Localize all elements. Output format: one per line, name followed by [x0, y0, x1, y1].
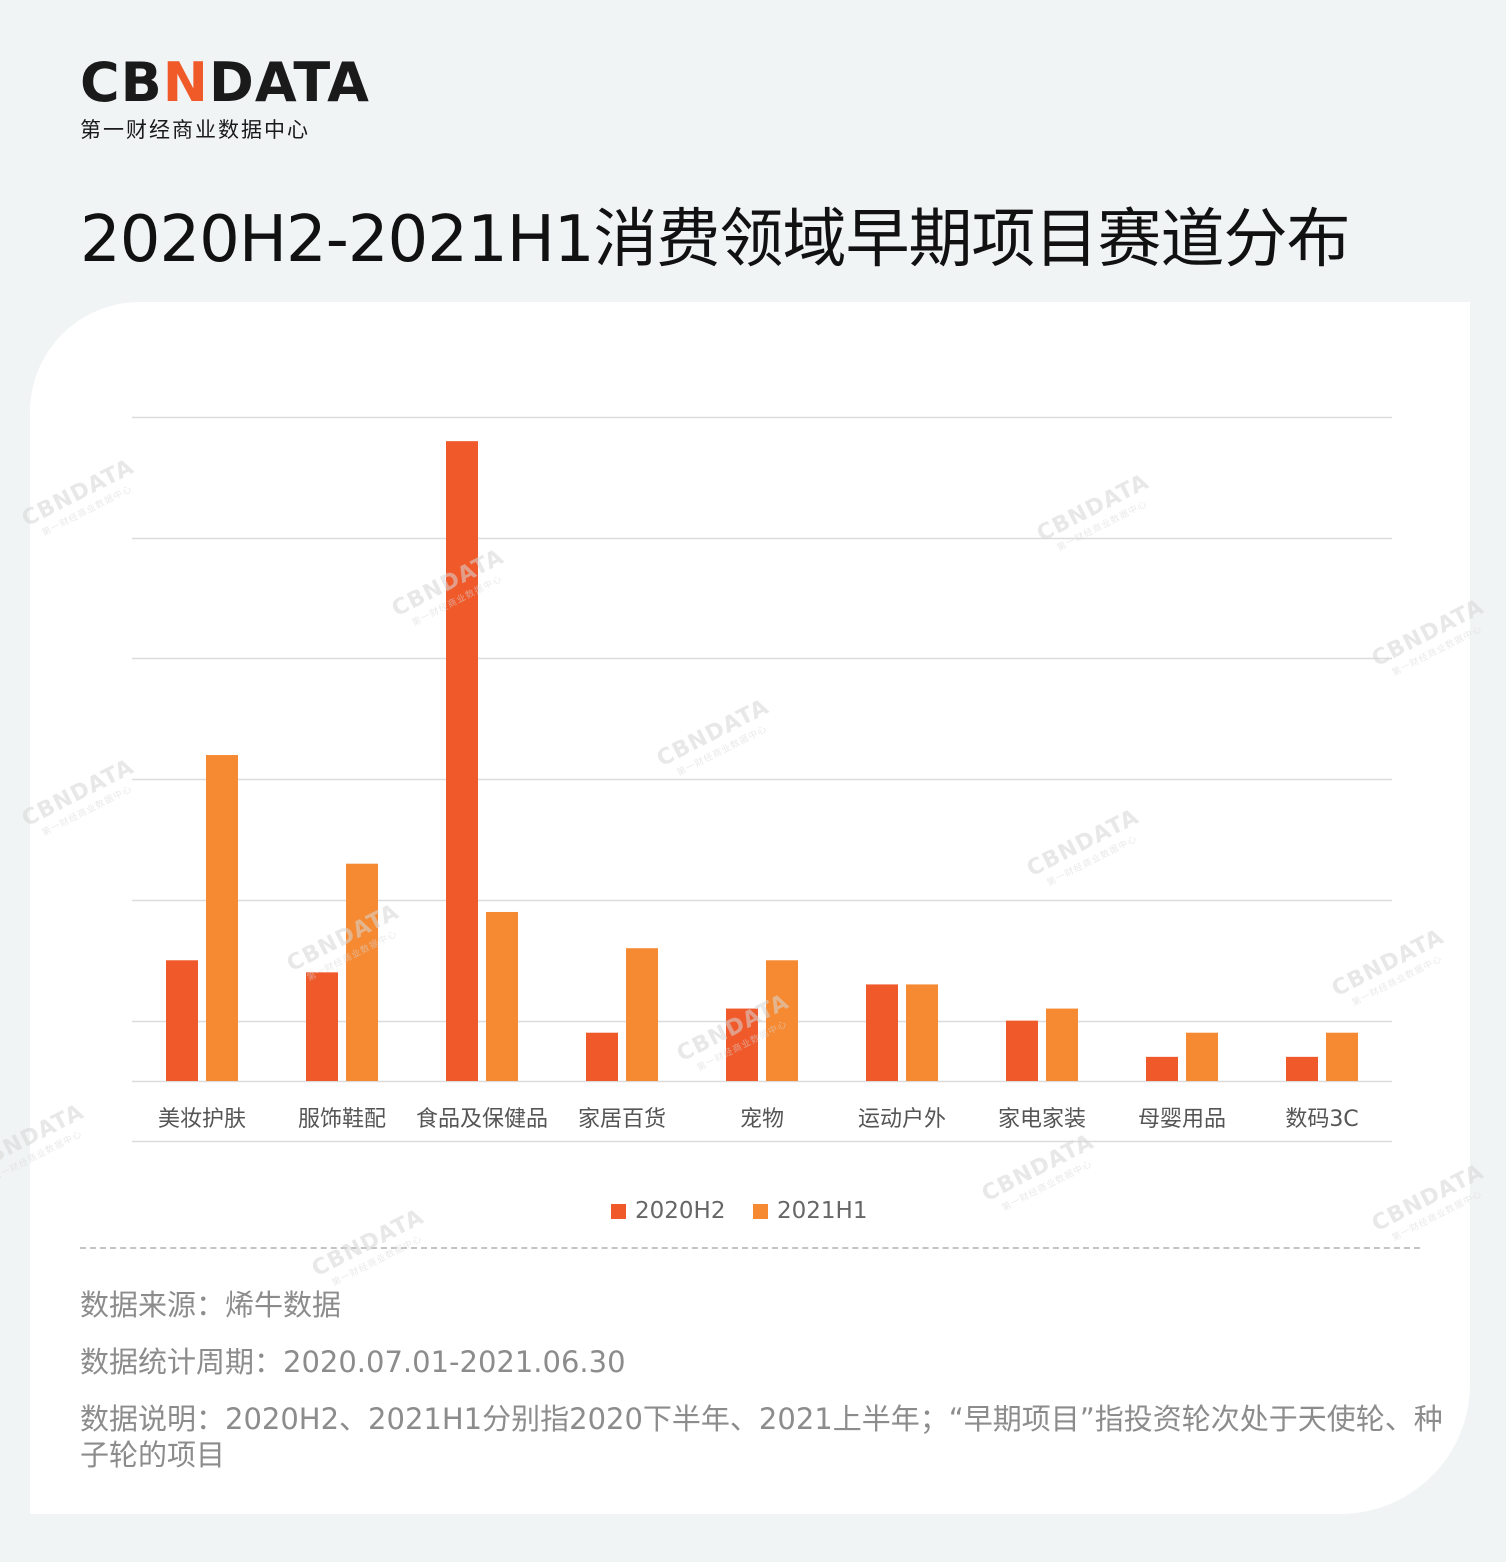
bar-2021H1-家居百货: [626, 948, 658, 1081]
bar-2020H2-家电家装: [1006, 1020, 1038, 1081]
logo-subtitle: 第一财经商业数据中心: [80, 118, 310, 142]
x-tick-label: 宠物: [740, 1107, 784, 1132]
bar-2020H2-母婴用品: [1146, 1056, 1178, 1081]
bar-2021H1-数码3C: [1326, 1032, 1358, 1081]
bar-2020H2-食品及保健品: [446, 441, 478, 1081]
bar-2020H2-美妆护肤: [166, 960, 198, 1081]
data-period-note: 数据统计周期：2020.07.01-2021.06.30: [80, 1345, 626, 1379]
x-tick-label: 家居百货: [578, 1107, 666, 1132]
divider: [80, 1247, 1420, 1249]
data-description-note: 数据说明：2020H2、2021H1分别指2020下半年、2021上半年；“早期…: [80, 1402, 1443, 1472]
bar-2021H1-服饰鞋配: [346, 863, 378, 1081]
x-tick-label: 数码3C: [1285, 1107, 1358, 1132]
bar-2021H1-运动户外: [906, 984, 938, 1081]
brand-logo: CBNDATA 第一财经商业数据中心: [80, 54, 370, 144]
chart-bars: [166, 441, 1358, 1081]
x-tick-label: 服饰鞋配: [298, 1107, 386, 1132]
legend-swatch-2020H2: [611, 1204, 626, 1219]
x-tick-label: 食品及保健品: [416, 1107, 548, 1132]
x-tick-label: 家电家装: [998, 1107, 1086, 1132]
legend-label: 2021H1: [777, 1198, 867, 1224]
bar-2020H2-家居百货: [586, 1032, 618, 1081]
chart-card: [30, 302, 1470, 1514]
legend-swatch-2021H1: [753, 1204, 768, 1219]
chart-legend: 2020H2 2021H1: [611, 1198, 867, 1224]
bar-2020H2-宠物: [726, 1008, 758, 1081]
bar-2021H1-母婴用品: [1186, 1032, 1218, 1081]
x-tick-label: 美妆护肤: [158, 1107, 246, 1132]
bar-2020H2-服饰鞋配: [306, 972, 338, 1081]
bar-2020H2-数码3C: [1286, 1056, 1318, 1081]
data-source-note: 数据来源：烯牛数据: [80, 1288, 342, 1322]
legend-label: 2020H2: [635, 1198, 725, 1224]
x-tick-label: 运动户外: [858, 1107, 946, 1132]
chart-x-labels: 美妆护肤 服饰鞋配 食品及保健品 家居百货 宠物 运动户外 家电家装 母婴用品 数码3C: [158, 1107, 1359, 1132]
bar-2021H1-食品及保健品: [486, 911, 518, 1081]
logo-wordmark: CBNDATA: [80, 51, 370, 114]
bar-2021H1-宠物: [766, 960, 798, 1081]
bar-2020H2-运动户外: [866, 984, 898, 1081]
bar-2021H1-美妆护肤: [206, 755, 238, 1081]
x-tick-label: 母婴用品: [1138, 1107, 1226, 1132]
chart-gridlines: [132, 416, 1392, 1143]
bar-2021H1-家电家装: [1046, 1008, 1078, 1081]
page-title: 2020H2-2021H1消费领域早期项目赛道分布: [80, 203, 1351, 277]
